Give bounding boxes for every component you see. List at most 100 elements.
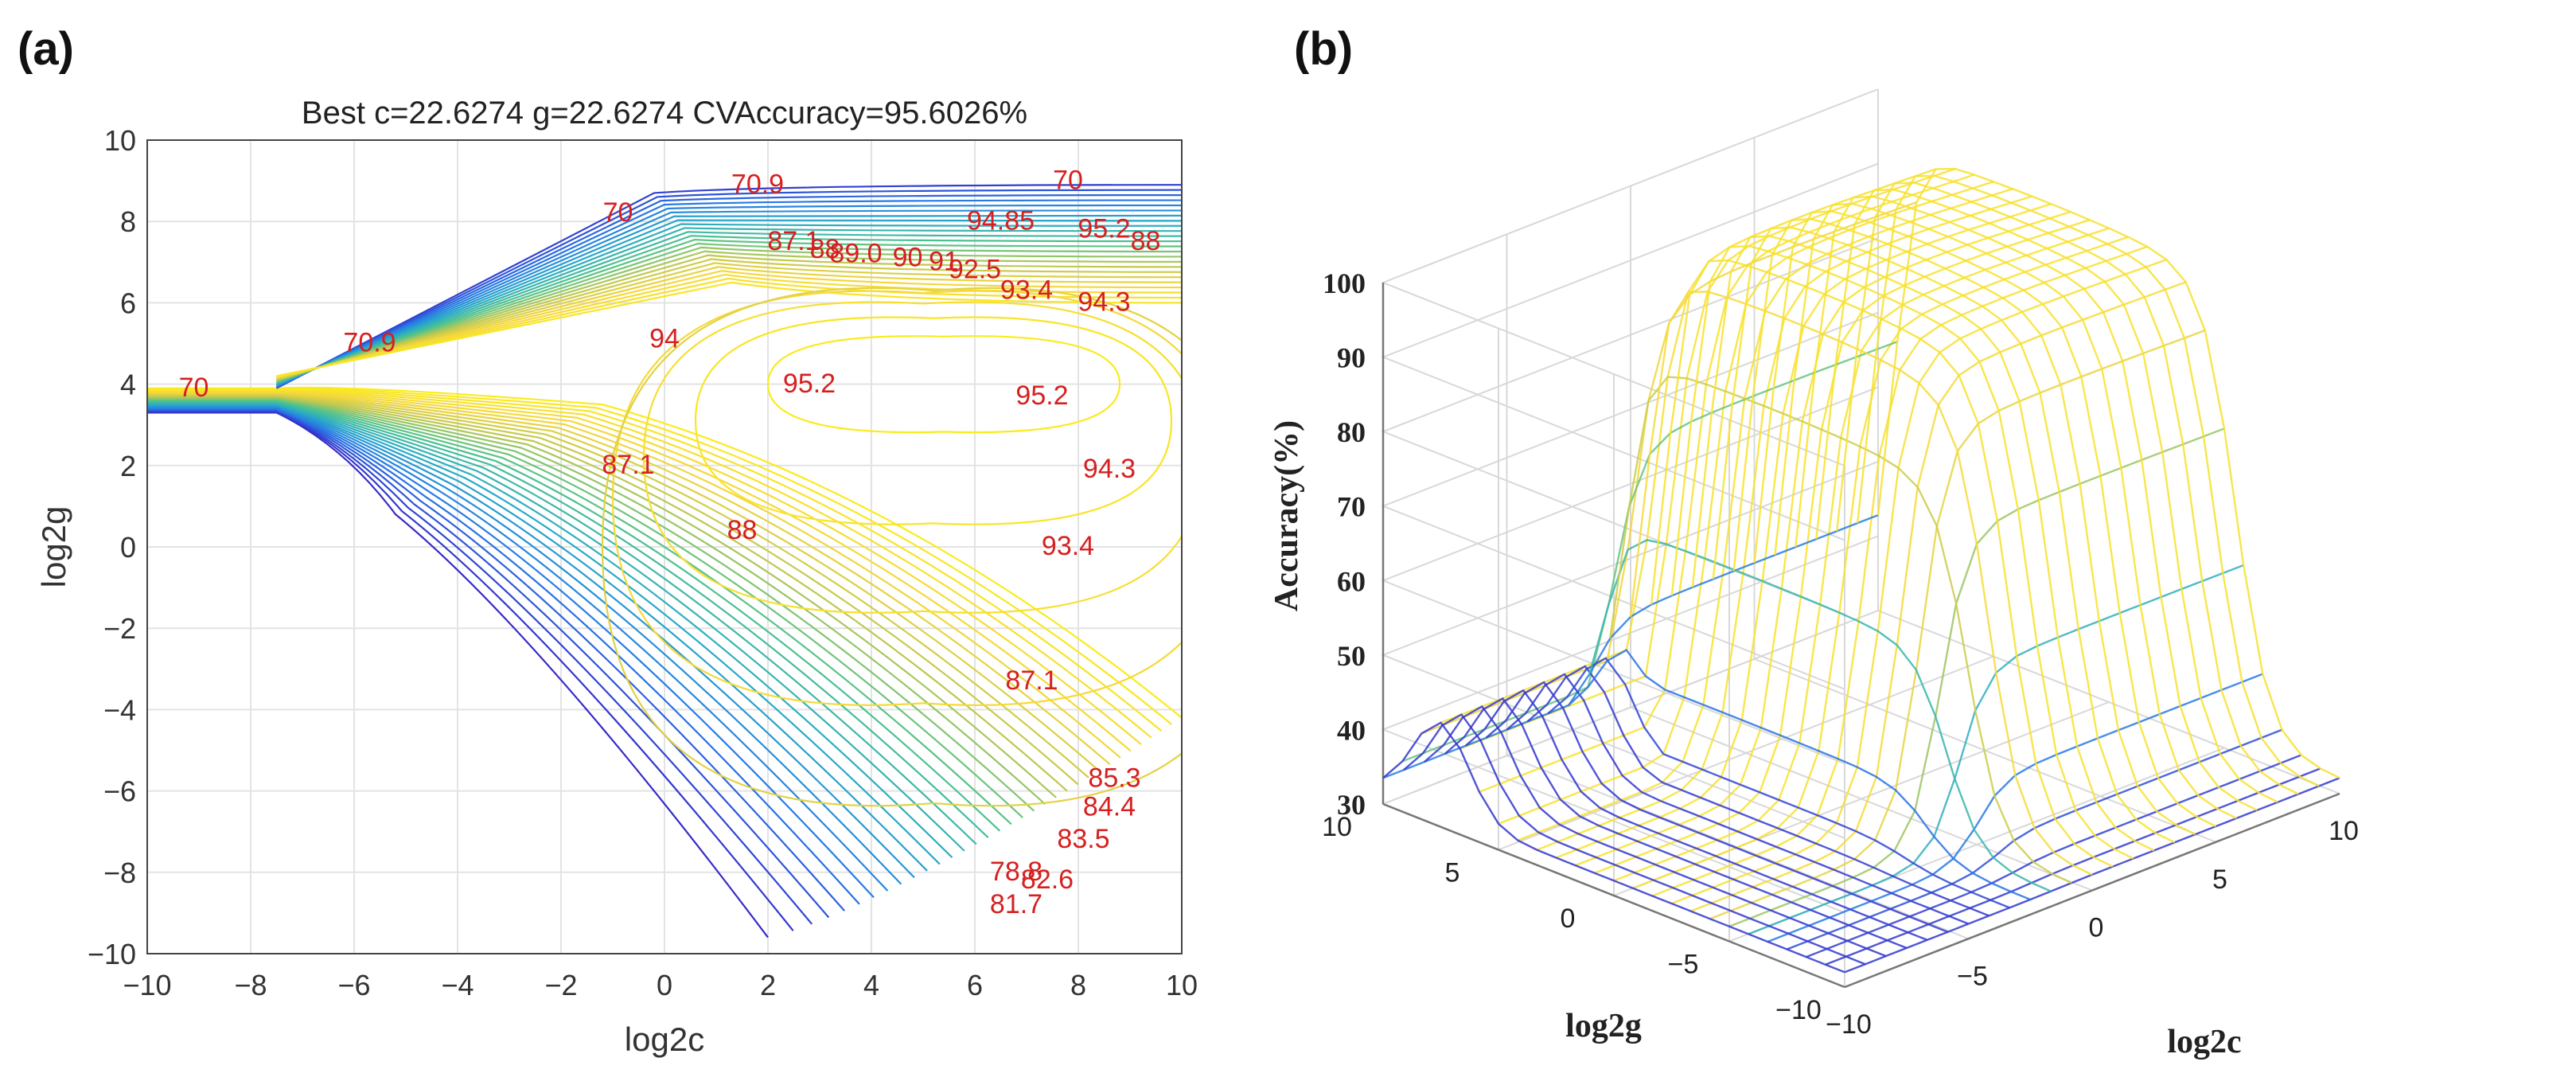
x-tick-label: 4 <box>863 969 879 1001</box>
contour-line <box>601 287 1182 807</box>
x-tick-label: 8 <box>1070 969 1086 1001</box>
surface-chart: 30 40 50 60 70 80 90 100 −10 −5 0 5 10 −10 −5 0 5 10 Ac… <box>1269 88 2359 1060</box>
contour-label: 89.0 <box>829 238 882 268</box>
contour-line <box>276 254 1182 381</box>
contour-line <box>276 219 1182 386</box>
contour-label: 88 <box>810 234 840 264</box>
z-axis-label: Accuracy(%) <box>1269 420 1305 611</box>
y-axis-label: log2g <box>35 506 72 588</box>
x-axis-label: log2c <box>2167 1024 2241 1060</box>
contour-line <box>147 393 1089 779</box>
contour-line <box>147 403 953 859</box>
surface-line-c <box>1444 697 1908 950</box>
contour-line <box>147 402 965 852</box>
contour-label: 83.5 <box>1057 824 1109 854</box>
surface-line-c <box>1774 202 2237 819</box>
contour-line <box>766 335 1121 434</box>
surface-line-c <box>1464 689 1928 941</box>
x-axis-label: log2c <box>625 1021 704 1058</box>
surface-line-c <box>1795 195 2258 811</box>
y-tick-label: −2 <box>103 612 136 645</box>
contour-line <box>276 199 1182 388</box>
contour-line <box>147 401 977 845</box>
contour-label: 95.2 <box>783 369 836 399</box>
contour-line <box>147 404 941 865</box>
contour-label: 94.3 <box>1078 287 1130 318</box>
surface-line-c <box>1856 174 2320 787</box>
contour-label: 94.3 <box>1083 454 1136 484</box>
plot-frame <box>146 139 1183 954</box>
contour-line <box>147 400 1001 832</box>
z-tick-label: 70 <box>1337 491 1366 523</box>
surface-line-c <box>1526 665 1989 917</box>
y-tick-label: 2 <box>120 450 136 482</box>
z-tick-label: 60 <box>1337 565 1366 597</box>
floor-grid-line <box>1877 610 2340 794</box>
contour-line <box>276 250 1182 381</box>
contour-line <box>147 407 875 899</box>
chart-title: Best c=22.6274 g=22.6274 CVAccuracy=95.6… <box>302 96 1027 131</box>
contour-line <box>276 235 1182 384</box>
panel-letter-b: (b) <box>1294 23 1354 75</box>
contour-line <box>147 409 830 919</box>
surface-line-g <box>1825 767 2321 966</box>
y-tick-label: −8 <box>103 857 136 889</box>
y-tick-label: 8 <box>120 205 136 238</box>
contour-label: 88 <box>1131 226 1161 256</box>
contour-line <box>276 270 1182 379</box>
contour-line <box>147 392 1111 765</box>
x-tick-label: 6 <box>967 969 983 1001</box>
y-tick-label: −4 <box>103 693 136 726</box>
contour-label: 88 <box>727 515 758 545</box>
contour-label: 70 <box>1053 165 1083 195</box>
z-tick-label: 80 <box>1337 416 1366 448</box>
x-tick-label: 5 <box>2212 865 2227 895</box>
contour-line <box>147 392 1121 759</box>
contour-label: 87.1 <box>602 450 654 480</box>
surface-line-c <box>1815 188 2278 803</box>
x-tick-label: −2 <box>544 969 577 1001</box>
contour-line <box>276 266 1182 380</box>
contour-label: 70.9 <box>343 328 396 358</box>
panel-letter-a: (a) <box>18 23 74 75</box>
surface-line-g <box>1806 754 2302 958</box>
x-tick-label: −5 <box>1957 961 1988 991</box>
contour-label: 87.1 <box>767 226 820 256</box>
surface-line-c <box>1485 681 1949 933</box>
contour-line <box>147 393 1101 772</box>
contour-line <box>147 408 845 911</box>
y-tick-label: 10 <box>104 124 136 157</box>
contour-label: 95.2 <box>1015 381 1068 411</box>
y-axis-label: log2g <box>1565 1008 1642 1044</box>
x-tick-label: −4 <box>441 969 474 1001</box>
surface-line-c <box>1691 235 2155 852</box>
z-tick-label: 40 <box>1337 714 1366 746</box>
contour-label: 93.4 <box>1000 275 1053 305</box>
z-tick-label: 50 <box>1337 640 1366 672</box>
contour-label: 78.8 <box>990 857 1042 887</box>
x-tick-label: 2 <box>760 969 776 1001</box>
contour-label: 92.5 <box>949 255 1001 285</box>
contour-label: 84.4 <box>1083 791 1136 822</box>
contour-line <box>147 398 1023 818</box>
contour-lines <box>147 184 1182 939</box>
surface-line-g <box>1844 777 2340 974</box>
y-tick-labels: 10 8 6 4 2 0 −2 −4 −6 −8 −10 <box>88 124 136 970</box>
contour-label: 93.4 <box>1042 531 1094 561</box>
surface-line-g <box>1690 281 2187 912</box>
contour-line <box>276 281 1182 377</box>
contour-label: 70.9 <box>731 169 784 199</box>
x-tick-label: 10 <box>2329 816 2359 846</box>
z-tick-label: 90 <box>1337 342 1366 374</box>
contour-label: 94 <box>649 324 680 354</box>
surface-line-c <box>1732 217 2196 836</box>
surface-line-c <box>1403 713 1866 966</box>
contour-line <box>147 390 1142 745</box>
contour-line <box>147 394 1079 786</box>
x-tick-label: −10 <box>1826 1009 1872 1040</box>
contour-line <box>276 227 1182 384</box>
y-tick-label: −5 <box>1668 950 1699 980</box>
contour-line <box>147 404 928 872</box>
contour-line <box>147 396 1046 806</box>
